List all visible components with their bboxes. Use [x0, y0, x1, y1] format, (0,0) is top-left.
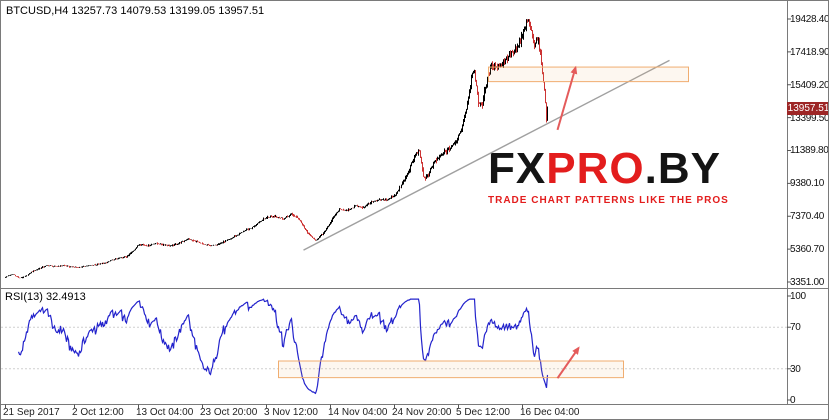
symbol-ohlc-info: BTCUSD,H4 13257.73 14079.53 13199.05 139… [6, 5, 265, 17]
price-axis-label: 5360.70 [790, 244, 825, 256]
breakout-arrow[interactable] [556, 65, 578, 131]
price-axis-label: 19428.40 [790, 14, 829, 25]
price-axis-label: 3351.00 [790, 277, 825, 288]
rsi-axis-label: 70 [790, 322, 801, 334]
watermark-by: .BY [644, 144, 721, 193]
price-tag: 13957.51 [787, 101, 829, 115]
time-axis-label: 21 Sep 2017 [3, 407, 60, 418]
time-axis-label: 13 Oct 04:00 [136, 407, 194, 418]
rsi-axis-label: 100 [790, 291, 806, 302]
rsi-axis-label: 0 [790, 395, 796, 406]
price-axis-label: 11389.80 [790, 145, 829, 157]
watermark-tagline: TRADE CHART PATTERNS LIKE THE PROS [488, 195, 729, 206]
time-axis-label: 24 Nov 20:00 [392, 407, 452, 418]
watermark-fx: FX [488, 144, 547, 193]
candles-bullish [5, 19, 548, 279]
price-axis-label: 9380.10 [790, 178, 825, 190]
time-axis[interactable]: 21 Sep 2017 2 Oct 12:00 13 Oct 04:00 23 Oct… [1, 404, 828, 419]
watermark-logo: FXPRO.BY TRADE CHART PATTERNS LIKE THE P… [488, 147, 729, 207]
rsi-line [17, 298, 549, 395]
time-axis-label: 16 Dec 04:00 [520, 407, 580, 418]
time-axis-label: 5 Dec 12:00 [456, 407, 510, 418]
time-axis-label: 23 Oct 20:00 [200, 407, 258, 418]
resistance-zone-box[interactable] [488, 66, 689, 83]
rsi-zone-box[interactable] [278, 360, 624, 379]
price-axis-label: 17418.90 [790, 46, 829, 58]
candles-bearish [14, 19, 547, 279]
price-axis-label: 13399.50 [790, 112, 829, 124]
time-axis-label: 14 Nov 04:00 [328, 407, 388, 418]
time-axis-label: 3 Nov 12:00 [264, 407, 318, 418]
rsi-arrow[interactable] [556, 346, 580, 379]
time-axis-label: 2 Oct 12:00 [72, 407, 124, 418]
rsi-axis-label: 30 [790, 363, 801, 375]
price-axis-label: 7370.40 [790, 211, 825, 223]
price-axis[interactable]: 13957.51 19428.40 17418.90 15409.20 13399.5… [787, 1, 829, 406]
trendline[interactable] [303, 59, 670, 251]
price-axis-label: 15409.20 [790, 79, 829, 91]
rsi-indicator-label: RSI(13) 32.4913 [5, 291, 86, 303]
watermark-brand: FXPRO.BY [488, 147, 729, 191]
watermark-pro: PRO [546, 144, 645, 193]
